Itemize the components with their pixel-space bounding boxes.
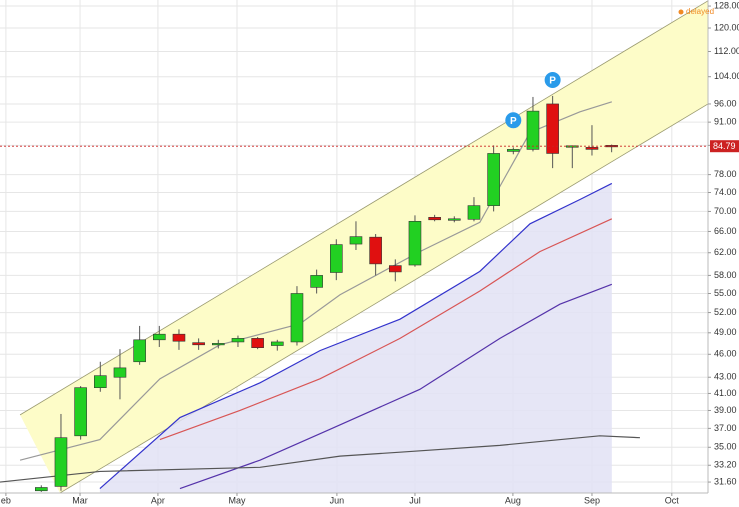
marker [544, 72, 561, 89]
candle-body [428, 217, 441, 221]
candle-body [54, 437, 68, 487]
overlay-line [99, 182, 613, 490]
marker-label: P [549, 76, 556, 87]
x-tick-label: Sep [584, 495, 600, 505]
marker [505, 112, 522, 129]
candle-body [329, 244, 343, 273]
overlay-area [99, 183, 612, 493]
y-tick-label: 120.00 [714, 22, 739, 32]
candle-body [467, 205, 481, 220]
candle-body [585, 147, 599, 150]
status-dot [678, 9, 684, 15]
y-tick-label: 55.00 [714, 288, 737, 298]
y-tick-label: 104.00 [714, 71, 739, 81]
candle-body [290, 293, 304, 343]
status-label: delayed [686, 7, 714, 16]
candle-body [153, 333, 166, 341]
y-tick-label: 41.00 [714, 388, 737, 398]
last-price-label: 84.79 [713, 141, 736, 151]
y-tick-label: 49.00 [714, 327, 737, 337]
candle-body [172, 333, 186, 342]
overlay-line [179, 283, 613, 490]
y-tick-label: 96.00 [714, 98, 737, 108]
candle-body [388, 265, 402, 273]
y-tick-label: 74.00 [714, 187, 737, 197]
x-tick-label: Mar [72, 495, 88, 505]
y-tick-label: 46.00 [714, 349, 737, 359]
candle-body [34, 487, 48, 492]
x-tick-label: Apr [151, 495, 165, 505]
y-tick-label: 91.00 [714, 117, 737, 127]
candle-body [251, 338, 264, 348]
candle-body [212, 343, 225, 346]
marker-label: P [510, 116, 517, 127]
candle-body [546, 103, 559, 154]
x-tick-label: May [228, 495, 246, 505]
candle-body [369, 236, 382, 265]
y-tick-label: 78.00 [714, 169, 737, 179]
candle-body [74, 387, 87, 437]
candle-body [605, 145, 618, 148]
y-tick-label: 35.00 [714, 442, 737, 452]
x-tick-label: eb [1, 495, 11, 505]
y-tick-label: 33.20 [714, 460, 737, 470]
candle-body [192, 342, 205, 346]
candle-body [408, 220, 422, 266]
y-tick-label: 39.00 [714, 405, 737, 415]
y-tick-label: 112.00 [714, 46, 739, 56]
last-price-box [710, 140, 739, 153]
y-tick-label: 128.00 [714, 0, 739, 10]
candle-body [526, 110, 540, 150]
x-tick-label: Aug [505, 495, 521, 505]
y-tick-label: 70.00 [714, 206, 737, 216]
y-tick-label: 58.00 [714, 270, 737, 280]
candle-body [231, 338, 245, 343]
y-tick-label: 43.00 [714, 372, 737, 382]
candle-body [113, 367, 127, 378]
y-tick-label: 37.00 [714, 423, 737, 433]
x-tick-label: Oct [665, 495, 680, 505]
candle-body [506, 149, 520, 152]
candle-body [94, 375, 107, 388]
overlay-line [0, 435, 640, 483]
y-tick-label: 62.00 [714, 247, 737, 257]
y-tick-label: 66.00 [714, 226, 737, 236]
candle-body [487, 153, 500, 206]
candle-body [349, 236, 363, 245]
candle-body [133, 339, 146, 363]
x-tick-label: Jun [330, 495, 345, 505]
plot-area [0, 0, 708, 493]
candle-body [447, 218, 461, 221]
y-tick-label: 52.00 [714, 307, 737, 317]
candle-body [270, 341, 284, 346]
x-tick-label: Jul [409, 495, 421, 505]
candle-body [310, 275, 323, 288]
y-tick-label: 31.60 [714, 476, 737, 486]
overlay-line [159, 218, 613, 441]
